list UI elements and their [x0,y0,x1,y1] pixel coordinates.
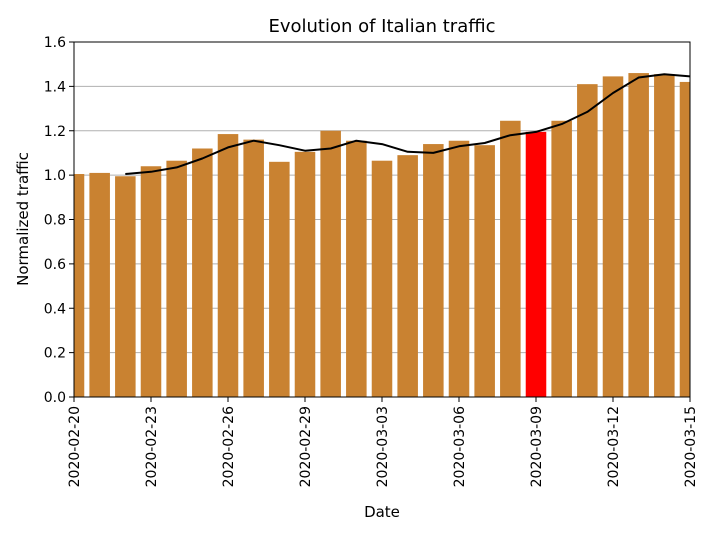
bar [577,84,598,397]
bar [217,134,239,397]
x-tick-label: 2020-03-09 [529,406,545,487]
bar [448,140,470,397]
bar [192,148,213,397]
y-tick-label: 0.6 [44,257,66,273]
y-tick-label: 0.0 [44,390,66,406]
y-tick-label: 1.4 [44,79,66,95]
chart-title: Evolution of Italian traffic [268,16,495,37]
y-tick-label: 0.4 [44,301,66,317]
x-tick-label: 2020-03-03 [375,406,391,487]
x-tick-label: 2020-02-23 [144,406,160,487]
x-tick-label: 2020-03-06 [452,406,468,487]
bar [423,144,444,397]
x-axis-label: Date [364,503,400,521]
bar [243,139,264,397]
x-tick-label: 2020-02-29 [298,406,314,487]
moving-average-path [125,73,691,175]
bar [371,160,393,397]
y-tick-label: 1.0 [44,168,66,184]
bar [89,172,110,397]
y-tick-label: 0.8 [44,213,66,229]
y-axis-label: Normalized traffic [14,152,32,286]
bar [115,176,136,397]
y-tick-label: 0.2 [44,346,66,362]
bar-highlighted [525,131,547,397]
bar [166,160,187,397]
bar [551,120,572,397]
x-tick-label: 2020-02-20 [67,406,83,487]
x-tick-label: 2020-03-15 [683,406,699,487]
y-tick-label: 1.6 [44,35,66,51]
bar [346,140,367,397]
x-tick-label: 2020-03-12 [606,406,622,487]
x-axis: 2020-02-20 2020-02-23 2020-02-26 2020-02-29… [67,397,699,487]
bar [397,155,418,397]
y-axis: 0.0 0.2 0.4 0.6 0.8 1.0 1.2 1.4 1.6 [44,35,74,406]
bar [654,74,675,397]
bar [294,151,316,397]
bar [74,174,85,397]
bars [74,73,690,397]
bar [679,81,690,397]
y-tick-label: 1.2 [44,124,66,140]
moving-average-line [125,73,691,175]
bar [269,161,290,397]
bar [474,145,495,397]
bar [500,120,521,397]
bar [628,73,649,397]
bar [140,166,162,397]
x-tick-label: 2020-02-26 [221,406,237,487]
bar [602,76,624,397]
bar [320,130,341,397]
